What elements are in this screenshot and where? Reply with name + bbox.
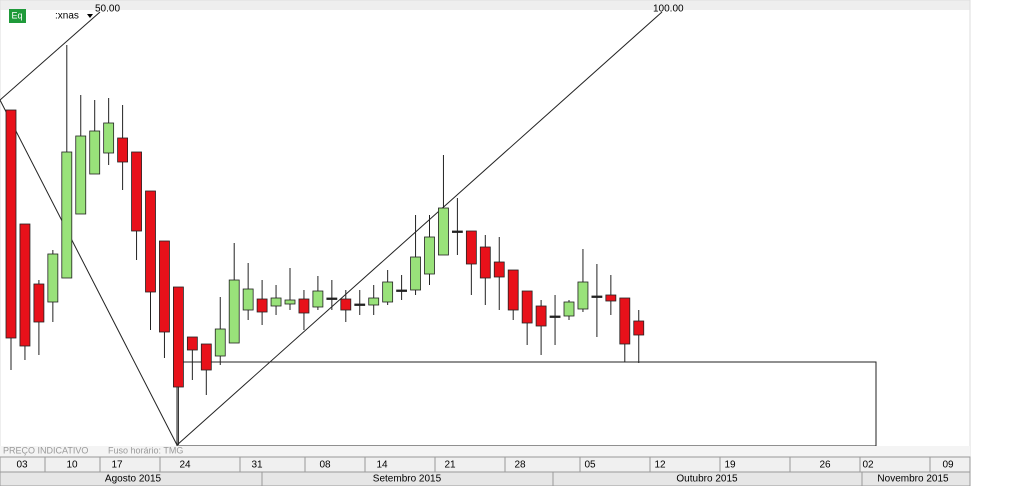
candle-body: [396, 289, 408, 292]
candle-body: [633, 320, 645, 336]
candle-body: [298, 298, 310, 314]
week-label: 17: [111, 460, 123, 471]
candle-body: [410, 256, 421, 291]
top-bar: [0, 0, 970, 10]
candle-body: [438, 207, 449, 256]
candle-body: [33, 283, 45, 323]
candle-body: [619, 297, 631, 345]
candle-body: [131, 151, 142, 232]
trend-line: [0, 99, 178, 446]
week-label: 28: [514, 460, 526, 471]
fib-line: [0, 11, 101, 101]
week-label: 05: [584, 460, 596, 471]
candle-body: [5, 109, 17, 339]
candle-body: [424, 236, 435, 275]
candle-body: [270, 297, 282, 307]
week-label: 08: [319, 460, 331, 471]
week-label: 31: [251, 460, 263, 471]
week-label: 02: [862, 460, 874, 471]
candle-body: [103, 122, 115, 154]
candle-body: [354, 303, 366, 306]
footer-strip: [0, 446, 970, 457]
candle-body: [172, 286, 184, 388]
candle-body: [228, 279, 240, 344]
symbol: :xnas: [55, 11, 79, 22]
dropdown-arrow[interactable]: [87, 14, 93, 18]
candle-body: [493, 261, 505, 278]
month-label: Agosto 2015: [105, 474, 162, 485]
candle-body: [186, 336, 198, 351]
week-label: 21: [444, 460, 456, 471]
candle-body: [535, 305, 547, 327]
week-label: 24: [179, 460, 191, 471]
candle-body: [117, 137, 128, 163]
candle-body: [326, 297, 338, 300]
footer-left: PREÇO INDICATIVO: [3, 445, 88, 455]
candle-body: [549, 315, 561, 318]
candle-body: [605, 294, 617, 302]
candle-body: [368, 297, 380, 306]
candle-body: [145, 190, 156, 293]
candle-body: [89, 130, 101, 175]
candle-body: [507, 269, 519, 311]
candle-body: [451, 230, 463, 233]
badge-box: [9, 9, 26, 23]
month-label: Novembro 2015: [877, 474, 949, 485]
month-label: Setembro 2015: [373, 474, 442, 485]
candle-body: [465, 230, 477, 265]
candle-body: [75, 135, 87, 215]
fib-label: 100.00: [653, 4, 684, 15]
candle-body: [340, 298, 352, 311]
week-label: 03: [16, 460, 28, 471]
week-label: 14: [376, 460, 388, 471]
candle-body: [242, 288, 254, 311]
candle-body: [19, 223, 31, 347]
candle-body: [214, 328, 226, 357]
week-label: 09: [942, 460, 954, 471]
footer-tz: Fuso horário: TMG: [108, 445, 183, 455]
candle-body: [159, 240, 170, 333]
badge: Eq: [11, 10, 22, 20]
month-label: Outubro 2015: [676, 474, 738, 485]
week-label: 19: [724, 460, 736, 471]
candle-body: [284, 299, 296, 305]
fib-line: [176, 11, 663, 446]
candle-body: [577, 281, 589, 310]
candle-body: [591, 295, 603, 298]
candle-body: [256, 298, 268, 313]
candle-body: [200, 343, 212, 371]
candle-body: [61, 151, 73, 279]
candle-body: [47, 253, 59, 303]
candle-body: [563, 301, 575, 317]
candle-body: [479, 246, 491, 279]
candle-body: [521, 290, 533, 324]
candle-body: [382, 281, 394, 303]
week-label: 26: [819, 460, 831, 471]
week-label: 10: [66, 460, 78, 471]
week-label: 12: [654, 460, 666, 471]
candle-body: [312, 290, 324, 308]
fib-label: 50.00: [95, 4, 120, 15]
